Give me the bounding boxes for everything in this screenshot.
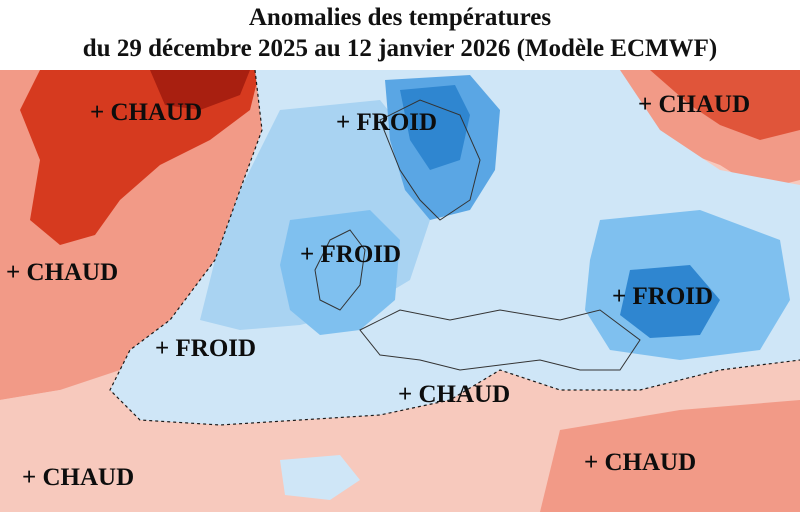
cold-anomaly-black-sea-core [620, 265, 720, 338]
map-label-british-isles: + FROID [300, 241, 402, 268]
map-label-nw-greenland: + CHAUD [90, 99, 203, 126]
map-title: Anomalies des températures [248, 4, 552, 31]
map-label-west-atlantic: + CHAUD [6, 259, 119, 286]
warm-anomaly-middle-east [540, 400, 800, 512]
warm-anomaly-greenland-strong [20, 70, 260, 245]
map-label-mid-atlantic: + FROID [155, 335, 257, 362]
map-label-middle-east: + CHAUD [584, 449, 697, 476]
map-label-sw-atlantic: + CHAUD [22, 464, 135, 491]
cold-anomaly-scandinavia-core [400, 85, 470, 170]
anomaly-boundary-line [109, 70, 800, 426]
anomaly-map-canvas [0, 70, 800, 512]
map-label-ne-siberia: + CHAUD [638, 91, 751, 118]
map-label-scandinavia: + FROID [336, 109, 438, 136]
map-subtitle: du 29 décembre 2025 au 12 janvier 2026 (… [82, 35, 718, 62]
map-header: Anomalies des températures du 29 décembr… [0, 0, 800, 70]
map-label-black-sea: + FROID [612, 283, 714, 310]
coastline-europe [314, 99, 641, 371]
cold-anomaly-africa-spot [280, 455, 360, 500]
warm-anomaly-greenland-core [150, 70, 250, 110]
warm-anomaly-northeast-strong [650, 70, 800, 140]
map-label-mediterranean: + CHAUD [398, 381, 511, 408]
anomaly-map: + CHAUD + FROID + CHAUD + CHAUD + FROID … [0, 70, 800, 512]
cold-anomaly-britain [280, 210, 400, 335]
